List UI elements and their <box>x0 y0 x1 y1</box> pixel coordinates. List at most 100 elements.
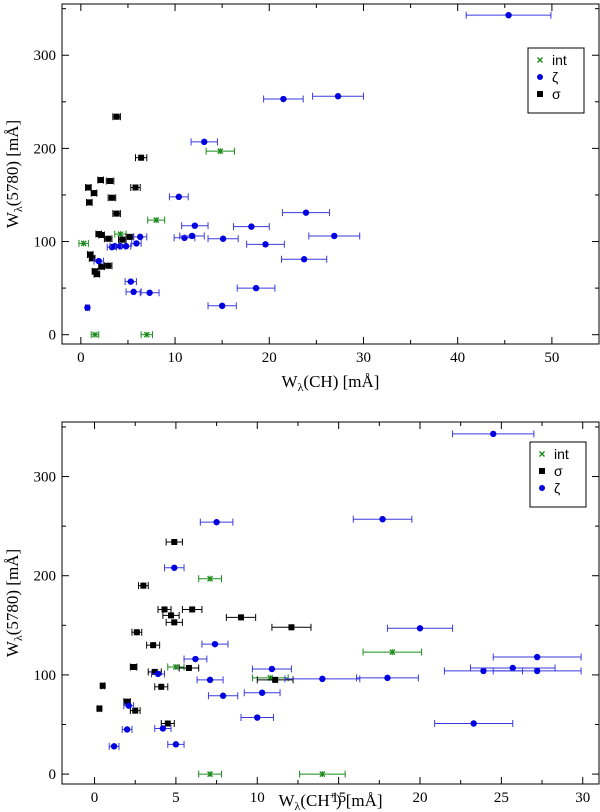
zeta-point <box>352 515 413 523</box>
y-tick-label: 0 <box>49 767 57 783</box>
sigma-point <box>99 682 106 690</box>
int-point <box>205 147 235 155</box>
marker-square <box>105 235 112 242</box>
x-tick-label: 20 <box>413 790 428 806</box>
marker-square <box>97 177 104 184</box>
marker-x <box>117 231 124 238</box>
marker-circle <box>254 714 261 721</box>
marker-square <box>113 113 120 120</box>
int-point <box>167 663 185 671</box>
zeta-point <box>308 232 361 240</box>
sigma-point <box>93 270 101 278</box>
int-point <box>140 331 153 339</box>
sigma-point <box>146 641 161 649</box>
sigma-point <box>162 611 180 619</box>
sigma-point <box>129 707 141 715</box>
sigma-point <box>112 113 121 121</box>
marker-circle <box>117 242 124 250</box>
y-axis-label-rest: (5780) [mÅ] <box>3 549 22 635</box>
x-axis-label-rest-b: ) [mÅ] <box>336 791 383 810</box>
zeta-point <box>434 720 514 728</box>
marker-circle <box>111 242 118 250</box>
marker-circle <box>470 720 477 727</box>
sigma-point <box>165 618 183 626</box>
sigma-point <box>178 664 200 672</box>
marker-square <box>151 668 158 675</box>
zeta-point <box>84 304 91 312</box>
y-axis-label: Wλ(5780) [mÅ] <box>3 549 25 657</box>
marker-square <box>126 233 133 240</box>
sigma-point <box>98 231 105 239</box>
marker-circle <box>218 302 226 310</box>
zeta-point <box>168 193 189 201</box>
marker-circle <box>95 257 102 265</box>
zeta-point <box>386 624 454 632</box>
zeta-point <box>181 222 209 230</box>
sigma-point <box>129 663 138 671</box>
marker-square <box>108 194 115 201</box>
zeta-point <box>190 138 218 146</box>
int-point <box>362 648 423 656</box>
marker-circle <box>533 653 541 661</box>
marker-square <box>98 232 105 239</box>
marker-x <box>91 331 98 338</box>
marker-square <box>99 682 106 689</box>
marker-square <box>98 263 105 270</box>
marker-circle <box>188 232 196 240</box>
x-tick-label: 25 <box>494 790 509 806</box>
marker-square <box>86 199 93 206</box>
x-axis-label: Wλ(CH+) [mÅ] <box>278 790 382 812</box>
zeta-point <box>121 725 133 733</box>
sigma-point <box>90 189 98 197</box>
int-point <box>299 770 346 778</box>
x-tick-label: 10 <box>168 350 183 366</box>
zeta-point <box>207 692 239 700</box>
int-point <box>90 331 100 339</box>
sigma-point <box>107 194 117 202</box>
sigma-point <box>103 262 113 270</box>
sigma-point <box>165 538 183 546</box>
legend-marker-circle <box>537 74 543 80</box>
zeta-point <box>452 430 535 438</box>
marker-x <box>80 240 87 247</box>
zeta-point <box>236 284 276 292</box>
sigma-point <box>125 233 135 241</box>
zeta-point <box>469 664 556 672</box>
zeta-point <box>124 278 137 286</box>
sigma-point <box>97 176 104 184</box>
int-point <box>78 239 89 247</box>
marker-circle <box>490 430 497 438</box>
marker-circle <box>379 515 386 523</box>
marker-circle <box>136 233 144 241</box>
marker-square <box>171 539 178 546</box>
marker-square <box>113 210 120 217</box>
marker-square <box>96 705 103 712</box>
marker-circle <box>509 664 516 672</box>
marker-circle <box>110 743 118 750</box>
zeta-point <box>131 239 142 247</box>
int-point <box>114 230 127 238</box>
marker-circle <box>262 241 269 248</box>
marker-x <box>172 663 179 670</box>
zeta-point <box>167 740 185 748</box>
zeta-point <box>183 655 208 663</box>
marker-square <box>91 190 98 197</box>
zeta-point <box>207 235 239 243</box>
zeta-point <box>246 240 285 248</box>
marker-square <box>158 683 165 690</box>
marker-square <box>85 184 92 191</box>
marker-square <box>93 271 100 278</box>
sigma-point <box>85 184 92 192</box>
marker-circle <box>248 223 255 230</box>
marker-x <box>207 771 214 778</box>
y-axis-label-sub: λ <box>11 206 25 212</box>
marker-circle <box>206 676 214 684</box>
y-axis-label-main: W <box>3 640 22 657</box>
marker-square <box>124 698 131 705</box>
x-tick-label: 50 <box>544 350 559 366</box>
zeta-point <box>281 209 331 217</box>
legend-frame <box>527 47 585 114</box>
marker-square <box>105 262 112 269</box>
